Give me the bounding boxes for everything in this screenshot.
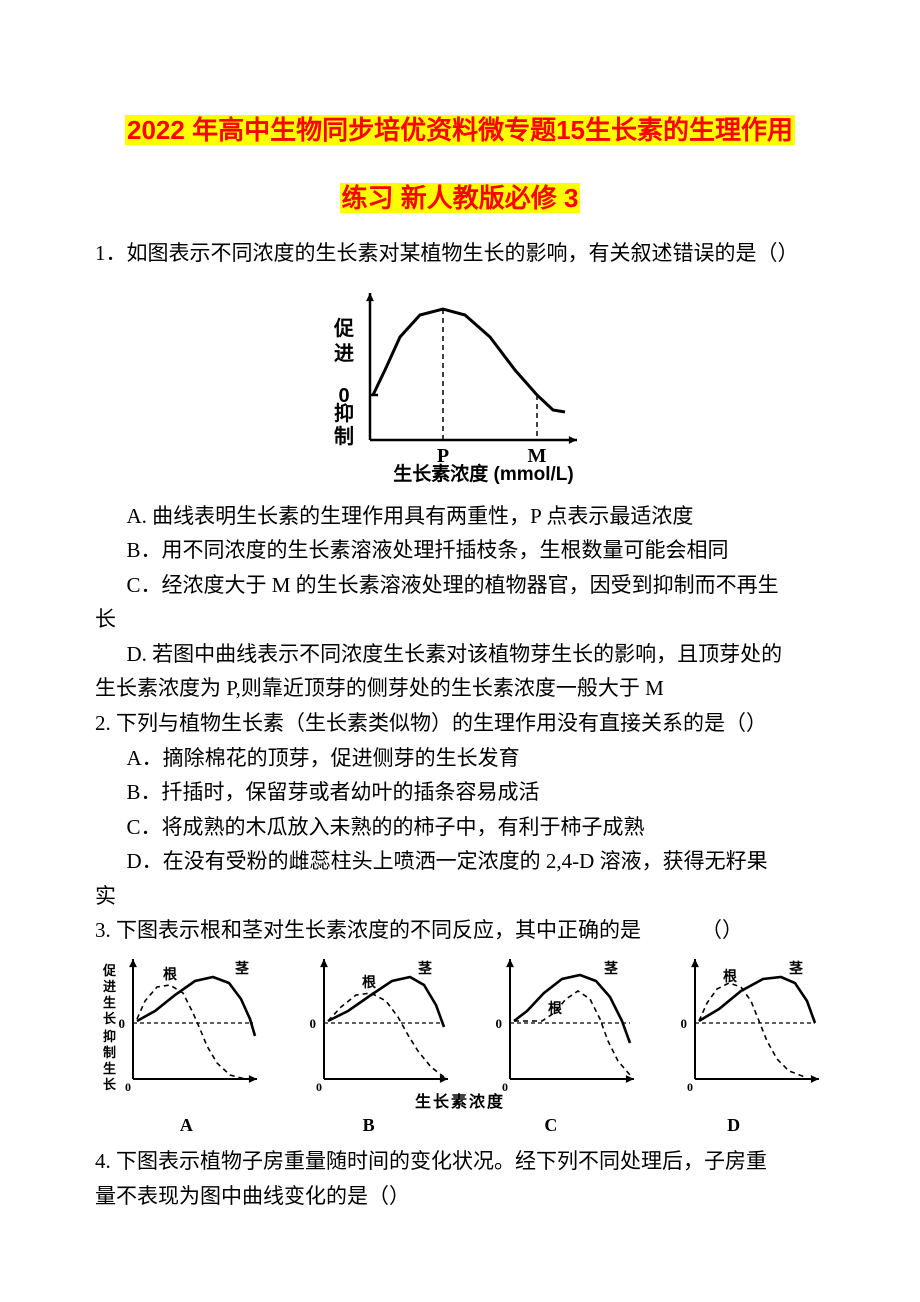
svg-text:根: 根 — [548, 1000, 563, 1017]
svg-text:促: 促 — [102, 963, 117, 978]
q1-opt-d-line1: D. 若图中曲线表示不同浓度生长素对该植物芽生长的影响，且顶芽处的 — [95, 638, 825, 671]
q3-chart-d: 0 0 根 茎 — [657, 951, 825, 1091]
title-block-1: 2022 年高中生物同步培优资料微专题15生长素的生理作用 — [95, 110, 825, 150]
q2-opt-d-line1: D．在没有受粉的雌蕊柱头上喷洒一定浓度的 2,4-D 溶液，获得无籽果 — [95, 845, 825, 878]
q3-label-b: B — [363, 1112, 375, 1140]
q3-chart-a: 00根茎促进生长抑制生长 — [95, 951, 269, 1091]
svg-text:促: 促 — [333, 317, 355, 340]
q3-chart-b: 0 0 根 茎 — [286, 951, 454, 1091]
svg-text:0: 0 — [119, 1016, 126, 1031]
svg-text:茎: 茎 — [418, 960, 432, 977]
svg-text:茎: 茎 — [604, 960, 618, 977]
svg-text:0: 0 — [502, 1080, 508, 1091]
svg-text:茎: 茎 — [789, 960, 803, 977]
svg-text:根: 根 — [362, 974, 377, 991]
q3-stem-post: （） — [701, 918, 743, 942]
doc-title-1: 2022 年高中生物同步培优资料微专题15生长素的生理作用 — [125, 115, 795, 145]
page: 2022 年高中生物同步培优资料微专题15生长素的生理作用 练习 新人教版必修 … — [0, 0, 920, 1275]
q3-label-d: D — [727, 1112, 740, 1140]
svg-text:制: 制 — [334, 425, 354, 448]
svg-text:根: 根 — [723, 968, 738, 985]
q3-chart-c: 0 0 根 茎 — [472, 951, 640, 1091]
svg-text:抑: 抑 — [334, 401, 354, 425]
svg-text:0: 0 — [680, 1016, 687, 1031]
q1-stem: 1．如图表示不同浓度的生长素对某植物生长的影响，有关叙述错误的是（） — [95, 237, 825, 270]
svg-text:生: 生 — [103, 1061, 116, 1076]
svg-text:进: 进 — [103, 979, 116, 994]
q1-opt-c-line1: C．经浓度大于 M 的生长素溶液处理的植物器官，因受到抑制而不再生 — [95, 569, 825, 602]
q2-opt-d-line2: 实 — [95, 880, 825, 913]
q1-chart: 促进0抑制PM生长素浓度 (mmol/L) — [95, 275, 825, 496]
svg-text:0: 0 — [687, 1080, 693, 1091]
title-block-2: 练习 新人教版必修 3 — [95, 178, 825, 218]
svg-text:制: 制 — [103, 1045, 116, 1060]
svg-text:根: 根 — [163, 966, 178, 983]
q1-chart-svg: 促进0抑制PM生长素浓度 (mmol/L) — [315, 275, 605, 486]
q3-stem: 3. 下图表示根和茎对生长素浓度的不同反应，其中正确的是 （） — [95, 914, 825, 947]
svg-text:0: 0 — [316, 1080, 322, 1091]
q3-panel-labels: A B C D — [95, 1112, 825, 1140]
q4-stem-line2: 量不表现为图中曲线变化的是（） — [95, 1180, 825, 1213]
q3-label-a: A — [180, 1112, 193, 1140]
svg-text:0: 0 — [125, 1080, 131, 1091]
svg-text:0: 0 — [495, 1016, 502, 1031]
q2-opt-b: B．扦插时，保留芽或者幼叶的插条容易成活 — [95, 776, 825, 809]
q1-opt-d-line2: 生长素浓度为 P,则靠近顶芽的侧芽处的生长素浓度一般大于 M — [95, 672, 825, 705]
q1-opt-b: B．用不同浓度的生长素溶液处理扦插枝条，生根数量可能会相同 — [95, 534, 825, 567]
svg-text:0: 0 — [310, 1016, 317, 1031]
doc-title-2: 练习 新人教版必修 3 — [340, 183, 581, 213]
q1-opt-c-line2: 长 — [95, 603, 825, 636]
svg-text:长: 长 — [103, 1077, 117, 1091]
q3-stem-pre: 3. 下图表示根和茎对生长素浓度的不同反应，其中正确的是 — [95, 918, 641, 942]
svg-text:茎: 茎 — [235, 960, 249, 977]
q2-opt-c: C．将成熟的木瓜放入未熟的的柿子中，有利于柿子成熟 — [95, 811, 825, 844]
q3-label-c: C — [544, 1112, 557, 1140]
svg-text:长: 长 — [103, 1011, 117, 1026]
q2-opt-a: A．摘除棉花的顶芽，促进侧芽的生长发育 — [95, 742, 825, 775]
svg-text:进: 进 — [334, 342, 354, 365]
svg-text:生长素浓度 (mmol/L): 生长素浓度 (mmol/L) — [393, 462, 574, 485]
svg-text:生: 生 — [103, 995, 116, 1010]
q2-stem: 2. 下列与植物生长素（生长素类似物）的生理作用没有直接关系的是（） — [95, 707, 825, 740]
q3-chart-row: 00根茎促进生长抑制生长 00根茎 00根茎 00根茎 — [95, 951, 825, 1091]
q1-opt-a: A. 曲线表明生长素的生理作用具有两重性，P 点表示最适浓度 — [95, 500, 825, 533]
q4-stem-line1: 4. 下图表示植物子房重量随时间的变化状况。经下列不同处理后，子房重 — [95, 1145, 825, 1178]
svg-text:抑: 抑 — [103, 1029, 116, 1044]
